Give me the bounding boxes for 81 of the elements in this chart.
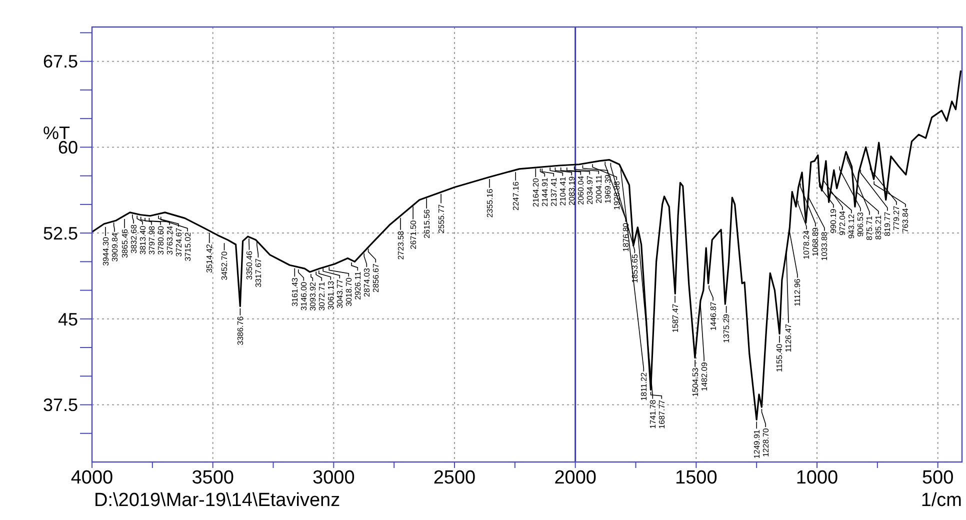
annotation: 875.71 xyxy=(865,215,874,240)
annotation: 906.53 xyxy=(856,212,866,237)
annotation: 3724.67 xyxy=(174,227,184,257)
annotation: 2555.77 xyxy=(436,204,446,234)
annotation: 1741.78 xyxy=(648,399,658,429)
annotation: 1078.24 xyxy=(802,230,812,260)
annotation: 3865.46 xyxy=(120,228,130,258)
x-tick-label: 4000 xyxy=(70,467,114,488)
annotation: 3161.43 xyxy=(290,277,300,307)
annotation: 3715.02 xyxy=(183,232,192,262)
annotation: 1811.22 xyxy=(639,372,648,401)
y-tick-label: 67.5 xyxy=(42,52,78,72)
x-tick-label: 500 xyxy=(922,467,954,488)
annotation: 3386.76 xyxy=(236,316,245,346)
annotation: 1853.65 xyxy=(630,254,640,284)
annotation: 943.12 xyxy=(847,214,856,239)
annotation: 1249.91 xyxy=(752,429,762,459)
annotation: 1155.40 xyxy=(775,343,784,372)
annotation: 2355.16 xyxy=(485,188,494,218)
annotation: 1068.89 xyxy=(811,226,820,256)
annotation: 3797.98 xyxy=(147,225,156,255)
annotation: 2247.16 xyxy=(511,181,520,210)
x-tick-label: 2500 xyxy=(433,467,476,488)
annotation: 3018.70 xyxy=(344,276,354,306)
annotation: 2060.04 xyxy=(576,175,586,205)
annotation: 1112.96 xyxy=(793,278,802,306)
annotation: 2926.11 xyxy=(353,271,362,300)
annotation: 972.04 xyxy=(838,210,848,236)
annotation: 1482.09 xyxy=(700,362,709,392)
annotation: 1375.29 xyxy=(722,313,732,343)
x-tick-label: 1500 xyxy=(675,467,718,488)
annotation: 1033.88 xyxy=(820,231,830,261)
annotation: 2164.20 xyxy=(531,178,540,207)
annotation: 3043.77 xyxy=(335,278,344,308)
annotation: 990.19 xyxy=(829,208,838,234)
x-tick-label: 2000 xyxy=(554,467,596,488)
annotation: 3452.70 xyxy=(220,250,230,280)
annotation: 1969.39 xyxy=(603,174,612,204)
annotation: 3146.00 xyxy=(299,281,308,311)
annotation: 3944.30 xyxy=(101,236,110,266)
annotation: 3514.42 xyxy=(205,243,214,273)
annotation: 3093.92 xyxy=(308,281,318,311)
annotation: 763.84 xyxy=(901,208,910,233)
x-tick-label: 1000 xyxy=(796,467,838,488)
annotation: 819.77 xyxy=(883,211,892,236)
annotation: 3763.24 xyxy=(165,225,174,255)
annotation: 3813.40 xyxy=(138,225,148,255)
y-tick-label: 52.5 xyxy=(42,223,78,244)
annotation: 2723.58 xyxy=(396,230,406,260)
annotation: 2874.03 xyxy=(362,267,372,297)
annotation: 2856.67 xyxy=(371,262,380,292)
annotation: 2004.11 xyxy=(594,174,604,204)
annotation: 2144.91 xyxy=(540,177,550,207)
annotation: 3909.84 xyxy=(110,232,120,262)
annotation: 3832.68 xyxy=(129,224,138,254)
annotation: 1687.77 xyxy=(657,399,666,429)
annotation: 2137.41 xyxy=(549,176,558,206)
annotation: 3061.13 xyxy=(326,280,336,310)
annotation: 3072.71 xyxy=(317,281,326,311)
text: D:\2019\Mar-19\14\Etavivenz xyxy=(94,490,340,511)
annotation: 1587.47 xyxy=(670,303,680,333)
annotation: 779.27 xyxy=(892,205,902,230)
annotation: 2083.19 xyxy=(567,176,576,206)
annotation: 3350.46 xyxy=(245,250,254,280)
y-tick-label: 60 xyxy=(58,138,78,158)
y-tick-label: 45 xyxy=(58,309,78,330)
y-tick-label: 37.5 xyxy=(42,395,78,416)
annotation: 1126.47 xyxy=(784,323,794,352)
x-axis-title: 1/cm xyxy=(920,490,962,511)
annotation: 1504.53 xyxy=(690,367,700,397)
annotation: 835.21 xyxy=(874,214,884,240)
annotation: 2671.50 xyxy=(408,220,418,250)
annotation: 1228.70 xyxy=(761,428,770,458)
x-tick-label: 3000 xyxy=(312,467,355,488)
annotation: 1446.87 xyxy=(708,301,718,331)
annotation: 3780.60 xyxy=(156,225,166,255)
annotation: 2104.41 xyxy=(558,176,568,206)
annotation: 2034.97 xyxy=(585,174,594,204)
x-tick-label: 3500 xyxy=(192,467,234,488)
annotation: 3317.67 xyxy=(254,258,263,288)
annotation: 2615.56 xyxy=(422,208,432,238)
